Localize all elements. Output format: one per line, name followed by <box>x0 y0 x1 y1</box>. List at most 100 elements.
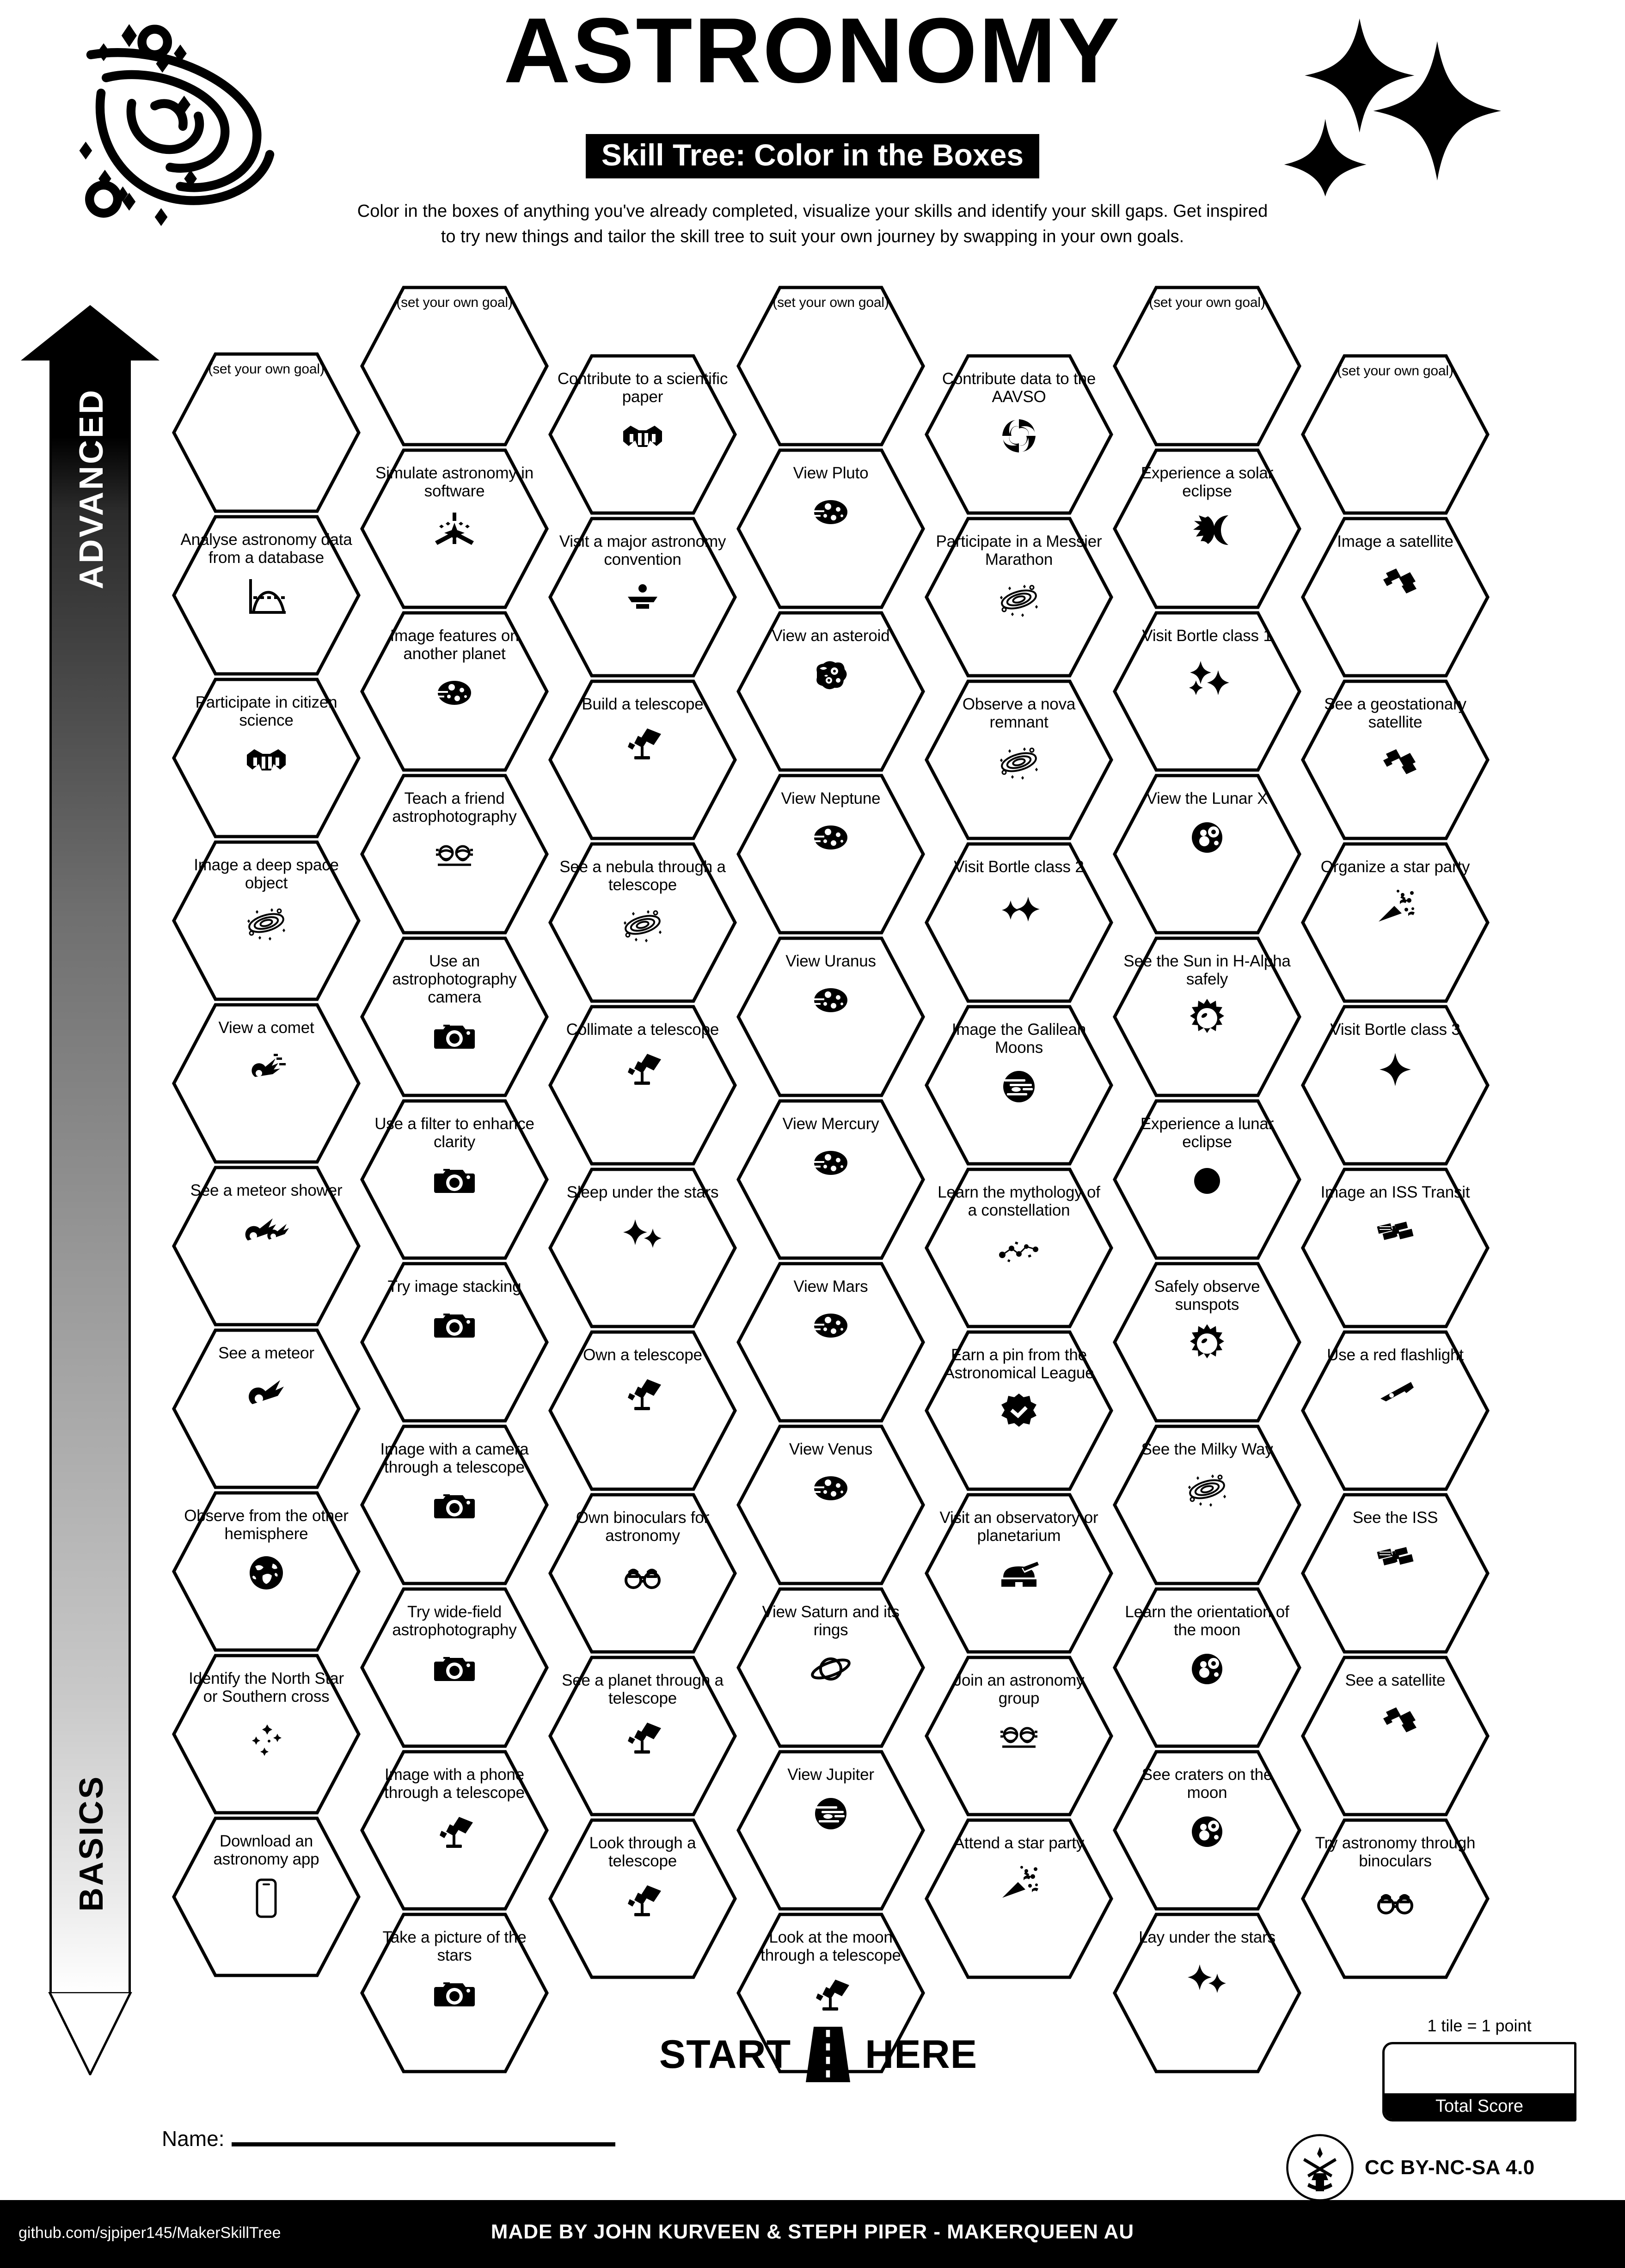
skill-tile[interactable]: See a meteor shower <box>171 1165 362 1327</box>
binoculars-icon <box>615 1549 670 1600</box>
skill-tile[interactable]: Own a telescope <box>547 1329 738 1492</box>
skill-tile[interactable]: Join an astronomy group <box>924 1655 1114 1817</box>
skill-tile-label: View Saturn and its rings <box>762 1603 900 1639</box>
observatory-icon <box>991 1549 1047 1600</box>
skill-tile[interactable]: Simulate astronomy in software <box>359 447 550 610</box>
skill-tile[interactable]: See a geostationary satellite <box>1300 679 1490 841</box>
skill-tile[interactable]: Look at the moon through a telescope <box>736 1912 926 2074</box>
skill-tile[interactable]: Experience a solar eclipse <box>1112 447 1302 610</box>
skill-tile[interactable]: See a meteor <box>171 1327 362 1490</box>
skill-tile[interactable]: Sleep under the stars <box>547 1167 738 1329</box>
skill-tile[interactable]: View a comet <box>171 1002 362 1165</box>
skill-tile[interactable]: Use a filter to enhance clarity <box>359 1098 550 1261</box>
skill-tile[interactable]: Try image stacking <box>359 1261 550 1424</box>
skill-tile[interactable]: See a planet through a telescope <box>547 1655 738 1817</box>
camera-icon <box>427 1644 482 1694</box>
page-header: ASTRONOMY Skill Tree: Color in the Boxes… <box>0 0 1625 268</box>
skill-tile-label: Experience a solar eclipse <box>1141 464 1274 501</box>
skill-tile[interactable]: Visit a major astronomy convention <box>547 516 738 679</box>
footer-credits: MADE BY JOHN KURVEEN & STEPH PIPER - MAK… <box>491 2220 1134 2243</box>
skill-tile[interactable]: (set your own goal) <box>736 285 926 447</box>
skill-tile[interactable]: Visit Bortle class 2 <box>924 841 1114 1004</box>
skill-tile[interactable]: Earn a pin from the Astronomical League <box>924 1329 1114 1492</box>
name-input-line[interactable] <box>232 2142 616 2146</box>
skill-tile[interactable]: Contribute to a scientific paper <box>547 353 738 516</box>
skill-tile[interactable]: Organize a star party <box>1300 841 1490 1004</box>
skill-tile[interactable]: Take a picture of the stars <box>359 1912 550 2074</box>
skill-tile-label: Participate in a Messier Marathon <box>936 532 1102 569</box>
skill-tile[interactable]: Attend a star party <box>924 1817 1114 1980</box>
skill-tile[interactable]: Participate in a Messier Marathon <box>924 516 1114 679</box>
skill-tile[interactable]: Observe from the other hemisphere <box>171 1490 362 1653</box>
moon-icon <box>1179 1806 1235 1857</box>
skill-tile[interactable]: Build a telescope <box>547 679 738 841</box>
skill-tile[interactable]: View Mars <box>736 1261 926 1424</box>
skill-tile[interactable]: Use a red flashlight <box>1300 1329 1490 1492</box>
flashlight-icon <box>1367 1369 1423 1419</box>
skill-tile[interactable]: View the Lunar X <box>1112 773 1302 935</box>
skill-tile[interactable]: Contribute data to the AAVSO <box>924 353 1114 516</box>
skill-tile[interactable]: Own binoculars for astronomy <box>547 1492 738 1655</box>
skill-tile[interactable]: Visit an observatory or planetarium <box>924 1492 1114 1655</box>
footer-repo-link[interactable]: github.com/sjpiper145/MakerSkillTree <box>18 2224 281 2242</box>
skill-tile[interactable]: View Venus <box>736 1424 926 1586</box>
skill-tile-label: See a satellite <box>1345 1671 1446 1689</box>
skill-tile-label: View Jupiter <box>787 1766 874 1784</box>
skill-tile[interactable]: See the Milky Way <box>1112 1424 1302 1586</box>
skill-tile[interactable]: See a satellite <box>1300 1655 1490 1817</box>
skill-tile[interactable]: See the ISS <box>1300 1492 1490 1655</box>
binoculars-icon <box>1367 1875 1423 1926</box>
camera-icon <box>427 1969 482 2020</box>
skill-tile[interactable]: Lay under the stars <box>1112 1912 1302 2074</box>
skill-tile[interactable]: Teach a friend astrophotography <box>359 773 550 935</box>
skill-tile[interactable]: Image a deep space object <box>171 839 362 1002</box>
page-title: ASTRONOMY <box>503 0 1122 102</box>
skill-tile[interactable]: View an asteroid <box>736 610 926 773</box>
skill-tile[interactable]: Safely observe sunspots <box>1112 1261 1302 1424</box>
skill-tile[interactable]: Experience a lunar eclipse <box>1112 1098 1302 1261</box>
skill-tile[interactable]: View Uranus <box>736 935 926 1098</box>
name-field[interactable]: Name: <box>162 2126 616 2151</box>
sparkle-stars-icon <box>615 1206 670 1257</box>
skill-tile[interactable]: Visit Bortle class 1 <box>1112 610 1302 773</box>
skill-tile[interactable]: Learn the mythology of a constellation <box>924 1167 1114 1329</box>
skill-tile[interactable]: Image an ISS Transit <box>1300 1167 1490 1329</box>
skill-tile[interactable]: Collimate a telescope <box>547 1004 738 1167</box>
skill-tile[interactable]: View Neptune <box>736 773 926 935</box>
skill-tile[interactable]: Download an astronomy app <box>171 1816 362 1978</box>
skill-tile[interactable]: See craters on the moon <box>1112 1749 1302 1912</box>
skill-tile[interactable]: Image a satellite <box>1300 516 1490 679</box>
skill-tile[interactable]: Use an astrophotography camera <box>359 935 550 1098</box>
skill-tile-label: Image a deep space object <box>194 856 339 893</box>
skill-tile[interactable]: Image the Galilean Moons <box>924 1004 1114 1167</box>
skill-tile[interactable]: (set your own goal) <box>1112 285 1302 447</box>
skill-tile[interactable]: Participate in citizen science <box>171 677 362 839</box>
skill-tile[interactable]: (set your own goal) <box>1300 353 1490 516</box>
skill-tile[interactable]: See a nebula through a telescope <box>547 841 738 1004</box>
skill-tile[interactable]: Image with a camera through a telescope <box>359 1424 550 1586</box>
total-score-box[interactable]: Total Score <box>1382 2042 1576 2121</box>
skill-tile[interactable]: See the Sun in H-Alpha safely <box>1112 935 1302 1098</box>
skill-tile[interactable]: (set your own goal) <box>359 285 550 447</box>
skill-tile[interactable]: Visit Bortle class 3 <box>1300 1004 1490 1167</box>
skill-tile[interactable]: Observe a nova remnant <box>924 679 1114 841</box>
skill-tile-label: Safely observe sunspots <box>1154 1278 1260 1314</box>
skill-tile[interactable]: View Pluto <box>736 447 926 610</box>
skill-tile[interactable]: View Mercury <box>736 1098 926 1261</box>
skill-tile[interactable]: Image features on another planet <box>359 610 550 773</box>
skill-tile[interactable]: Look through a telescope <box>547 1817 738 1980</box>
skill-tile[interactable]: Learn the orientation of the moon <box>1112 1586 1302 1749</box>
skill-tile-label: Learn the mythology of a constellation <box>938 1183 1100 1220</box>
skill-tile[interactable]: Identify the North Star or Southern cros… <box>171 1653 362 1816</box>
skill-tile[interactable]: Image with a phone through a telescope <box>359 1749 550 1912</box>
skill-tile[interactable]: (set your own goal) <box>171 351 362 514</box>
skill-tile[interactable]: View Saturn and its rings <box>736 1586 926 1749</box>
solar-eclipse-icon <box>1179 505 1235 556</box>
party-popper-icon <box>991 1857 1047 1907</box>
skill-tile[interactable]: Analyse astronomy data from a database <box>171 514 362 677</box>
galaxy-icon <box>615 899 670 949</box>
skill-tile[interactable]: View Jupiter <box>736 1749 926 1912</box>
chart-curve-icon <box>239 571 294 622</box>
skill-tile[interactable]: Try astronomy through binoculars <box>1300 1817 1490 1980</box>
skill-tile[interactable]: Try wide-field astrophotography <box>359 1586 550 1749</box>
